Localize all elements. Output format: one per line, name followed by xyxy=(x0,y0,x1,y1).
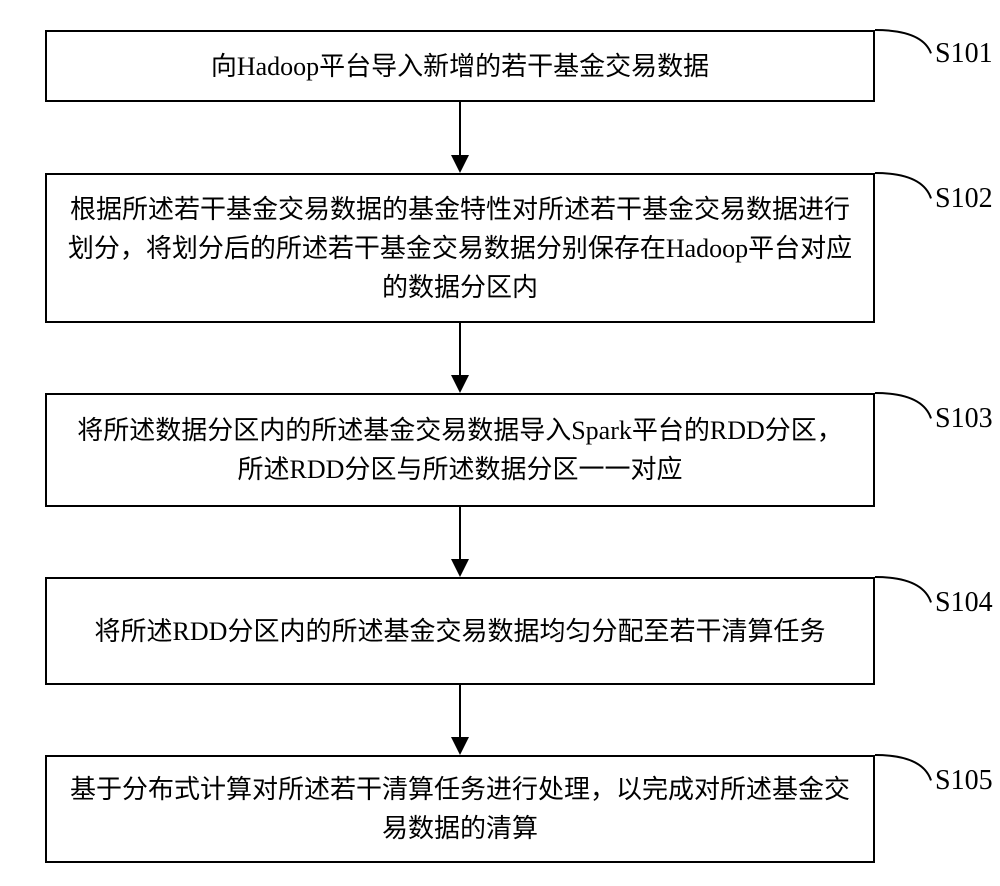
step-text: 根据所述若干基金交易数据的基金特性对所述若干基金交易数据进行划分，将划分后的所述… xyxy=(67,190,853,307)
step-text: 向Hadoop平台导入新增的若干基金交易数据 xyxy=(211,47,709,86)
arrow-connector xyxy=(440,323,480,393)
step-box-S102: 根据所述若干基金交易数据的基金特性对所述若干基金交易数据进行划分，将划分后的所述… xyxy=(45,173,875,323)
flowchart-canvas: 向Hadoop平台导入新增的若干基金交易数据 S101 根据所述若干基金交易数据的基… xyxy=(0,0,1000,886)
step-text: 将所述RDD分区内的所述基金交易数据均匀分配至若干清算任务 xyxy=(95,612,826,651)
label-connector xyxy=(873,28,933,55)
label-connector xyxy=(873,171,933,200)
label-connector xyxy=(873,391,933,420)
step-box-S101: 向Hadoop平台导入新增的若干基金交易数据 xyxy=(45,30,875,102)
step-label-S101: S101 xyxy=(935,38,993,70)
step-box-S104: 将所述RDD分区内的所述基金交易数据均匀分配至若干清算任务 xyxy=(45,577,875,685)
step-label-S103: S103 xyxy=(935,403,993,435)
arrow-connector xyxy=(440,685,480,755)
step-label-S102: S102 xyxy=(935,183,993,215)
label-connector xyxy=(873,575,933,604)
step-box-S103: 将所述数据分区内的所述基金交易数据导入Spark平台的RDD分区，所述RDD分区… xyxy=(45,393,875,507)
step-box-S105: 基于分布式计算对所述若干清算任务进行处理，以完成对所述基金交易数据的清算 xyxy=(45,755,875,863)
step-text: 基于分布式计算对所述若干清算任务进行处理，以完成对所述基金交易数据的清算 xyxy=(67,770,853,848)
step-label-S104: S104 xyxy=(935,587,993,619)
label-connector xyxy=(873,753,933,782)
step-label-S105: S105 xyxy=(935,765,993,797)
arrow-connector xyxy=(440,507,480,577)
arrow-connector xyxy=(440,102,480,173)
step-text: 将所述数据分区内的所述基金交易数据导入Spark平台的RDD分区，所述RDD分区… xyxy=(67,411,853,489)
